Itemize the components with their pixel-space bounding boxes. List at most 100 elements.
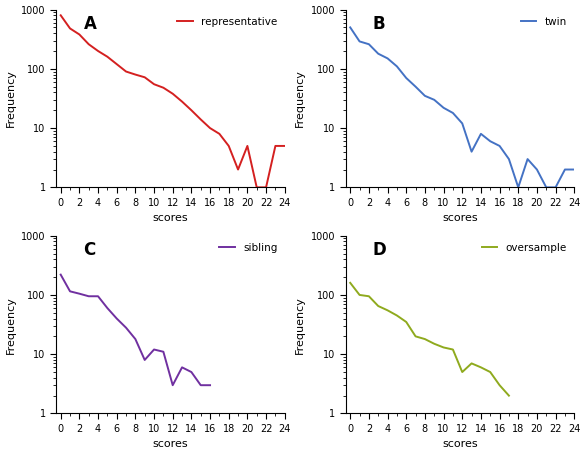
representative (160, 85, 167, 91)
representative (188, 107, 195, 113)
oversample (459, 369, 466, 375)
twin (366, 41, 373, 47)
Text: B: B (373, 15, 386, 33)
twin (515, 185, 522, 190)
representative (151, 81, 158, 87)
Line: oversample: oversample (350, 283, 509, 396)
twin (431, 97, 438, 102)
oversample (393, 313, 400, 318)
twin (543, 185, 550, 190)
sibling (67, 288, 74, 294)
representative (76, 32, 83, 37)
representative (197, 116, 205, 122)
representative (67, 26, 74, 31)
oversample (384, 308, 391, 313)
representative (94, 48, 101, 54)
representative (281, 143, 288, 149)
X-axis label: scores: scores (442, 213, 478, 223)
twin (524, 157, 531, 162)
representative (225, 143, 232, 149)
representative (122, 69, 130, 74)
Legend: sibling: sibling (217, 241, 280, 255)
twin (533, 167, 540, 172)
representative (206, 126, 213, 131)
Line: representative: representative (61, 15, 285, 187)
twin (384, 56, 391, 61)
twin (561, 167, 568, 172)
representative (253, 185, 260, 190)
twin (449, 110, 456, 116)
Text: D: D (373, 241, 387, 259)
twin (412, 84, 419, 89)
representative (169, 91, 176, 96)
twin (403, 75, 410, 81)
sibling (113, 316, 120, 321)
sibling (104, 305, 111, 311)
oversample (449, 347, 456, 352)
sibling (132, 336, 139, 342)
Y-axis label: Frequency: Frequency (5, 70, 16, 127)
Legend: oversample: oversample (480, 241, 569, 255)
twin (393, 64, 400, 69)
oversample (440, 345, 447, 350)
sibling (57, 272, 64, 278)
twin (347, 25, 354, 30)
twin (459, 121, 466, 126)
oversample (403, 319, 410, 325)
sibling (169, 383, 176, 388)
X-axis label: scores: scores (442, 440, 478, 450)
Y-axis label: Frequency: Frequency (295, 70, 305, 127)
twin (421, 93, 428, 99)
Legend: twin: twin (519, 15, 569, 29)
Line: sibling: sibling (61, 275, 210, 385)
representative (234, 167, 241, 172)
sibling (179, 364, 186, 370)
X-axis label: scores: scores (152, 213, 188, 223)
representative (141, 75, 148, 80)
twin (468, 149, 475, 154)
twin (571, 167, 578, 172)
Y-axis label: Frequency: Frequency (295, 296, 305, 354)
representative (113, 61, 120, 67)
representative (216, 131, 223, 136)
oversample (412, 334, 419, 339)
representative (263, 185, 270, 190)
sibling (206, 383, 213, 388)
representative (272, 143, 279, 149)
oversample (431, 341, 438, 347)
representative (244, 143, 251, 149)
oversample (366, 293, 373, 299)
oversample (505, 393, 512, 399)
sibling (94, 293, 101, 299)
representative (179, 99, 186, 104)
oversample (468, 361, 475, 366)
twin (374, 51, 381, 56)
sibling (122, 325, 130, 330)
Legend: representative: representative (175, 15, 280, 29)
representative (132, 72, 139, 77)
sibling (188, 369, 195, 375)
representative (57, 13, 64, 18)
oversample (356, 292, 363, 298)
twin (356, 39, 363, 44)
twin (440, 105, 447, 111)
oversample (347, 280, 354, 286)
representative (104, 54, 111, 60)
sibling (141, 357, 148, 363)
oversample (487, 369, 494, 375)
X-axis label: scores: scores (152, 440, 188, 450)
Y-axis label: Frequency: Frequency (5, 296, 16, 354)
Text: C: C (83, 241, 96, 259)
twin (552, 185, 559, 190)
Line: twin: twin (350, 27, 574, 187)
Text: A: A (83, 15, 96, 33)
oversample (421, 336, 428, 342)
oversample (374, 303, 381, 309)
oversample (478, 364, 485, 370)
sibling (151, 347, 158, 352)
twin (505, 157, 512, 162)
sibling (197, 383, 205, 388)
twin (487, 138, 494, 144)
representative (85, 41, 92, 47)
twin (496, 143, 503, 149)
